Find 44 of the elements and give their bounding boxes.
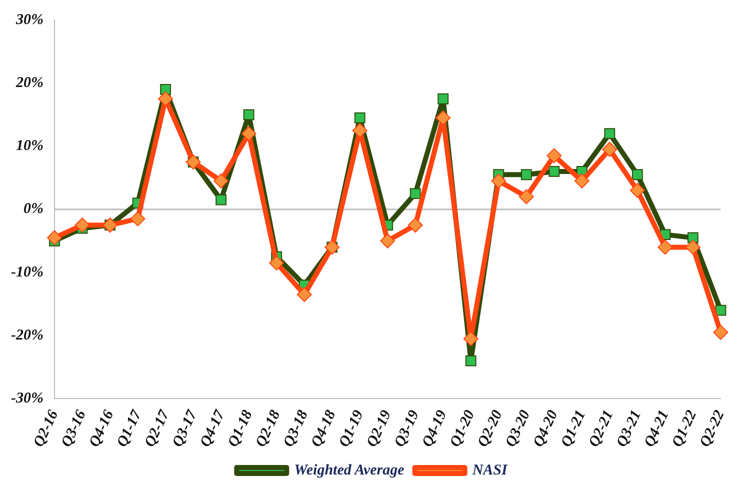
point	[520, 169, 532, 180]
point	[352, 122, 368, 138]
point	[102, 218, 118, 233]
y-tick-label: 30%	[14, 12, 44, 28]
y-tick-label: 20%	[14, 74, 44, 91]
point	[465, 355, 476, 366]
point	[243, 109, 254, 120]
point	[186, 154, 201, 170]
point	[658, 240, 673, 255]
point	[130, 211, 146, 226]
legend-label: NASI	[471, 462, 509, 478]
point	[158, 91, 174, 106]
point	[574, 173, 590, 188]
legend-label: Weighted Average	[294, 462, 405, 478]
point	[685, 240, 700, 255]
point	[713, 324, 728, 340]
point	[438, 93, 449, 104]
point	[354, 112, 366, 124]
point	[546, 148, 562, 164]
y-tick-label: -30%	[10, 390, 44, 407]
y-tick-label: -20%	[10, 327, 44, 344]
point	[296, 287, 312, 302]
point	[436, 110, 451, 126]
y-tick-label: -10%	[10, 264, 44, 280]
y-tick-label: 10%	[16, 138, 44, 154]
point	[269, 255, 284, 270]
point	[216, 194, 226, 206]
point	[408, 218, 423, 233]
y-tick-label: 0%	[23, 201, 44, 218]
point	[715, 304, 726, 316]
point	[410, 188, 421, 199]
point	[46, 230, 62, 246]
point	[604, 128, 616, 140]
point	[518, 189, 534, 204]
point	[214, 173, 229, 188]
point	[632, 169, 643, 180]
point	[602, 142, 618, 157]
point	[380, 233, 396, 248]
point	[74, 218, 90, 233]
point	[241, 126, 256, 142]
point	[491, 173, 506, 188]
point	[548, 166, 560, 177]
point	[463, 331, 478, 346]
point	[630, 182, 645, 198]
